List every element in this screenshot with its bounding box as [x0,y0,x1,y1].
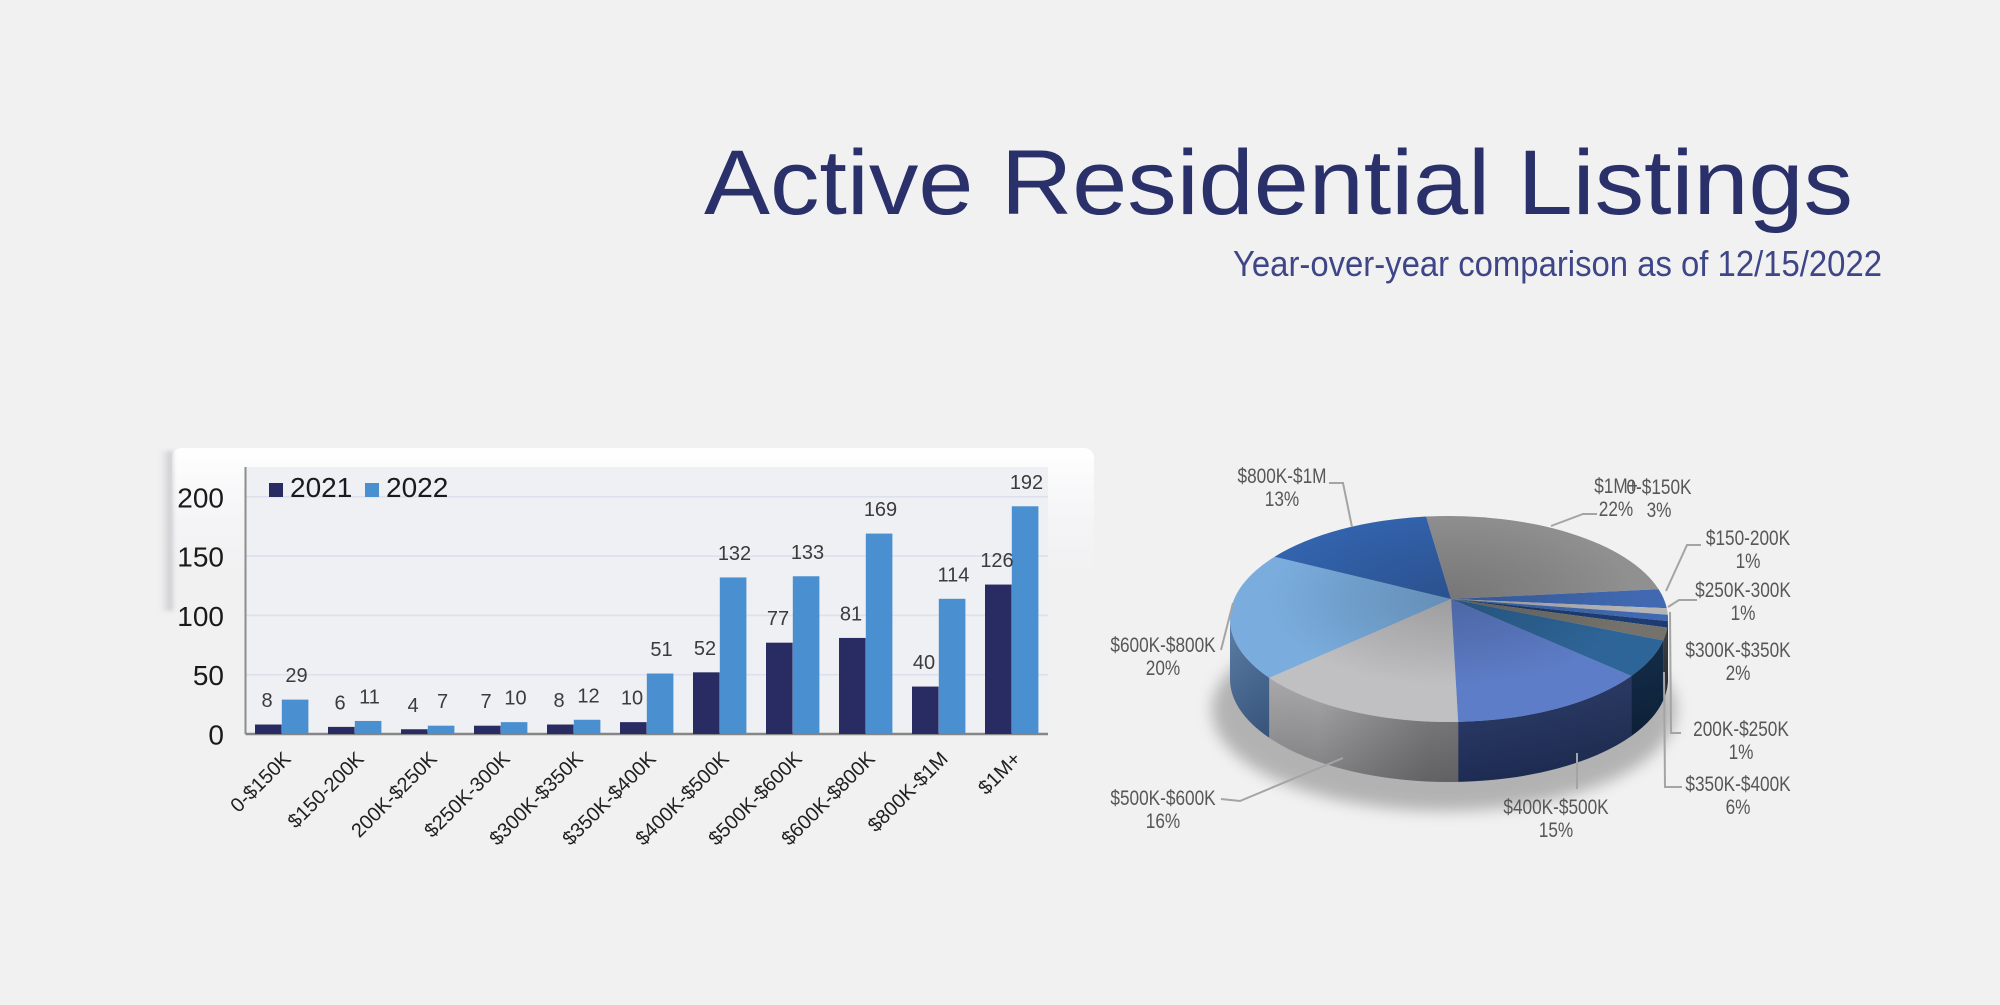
svg-text:13%: 13% [1265,489,1299,512]
svg-text:150: 150 [177,542,224,573]
svg-text:20%: 20% [1146,658,1180,681]
svg-text:0: 0 [208,720,224,751]
svg-text:2022: 2022 [386,472,448,503]
svg-text:100: 100 [177,601,224,632]
svg-text:200: 200 [177,482,224,513]
svg-text:11: 11 [359,686,380,708]
svg-text:$800K-$1M: $800K-$1M [1238,466,1327,489]
svg-text:81: 81 [840,603,862,625]
svg-text:6: 6 [334,692,345,714]
svg-text:51: 51 [650,639,672,661]
svg-text:192: 192 [1010,472,1043,494]
svg-text:22%: 22% [1599,499,1633,522]
svg-text:$300K-$350K: $300K-$350K [1685,640,1790,663]
svg-text:0-$150K: 0-$150K [1626,477,1691,500]
svg-text:126: 126 [980,550,1013,572]
svg-text:$250K-300K: $250K-300K [1695,580,1791,603]
svg-text:2%: 2% [1726,663,1751,686]
svg-text:8: 8 [553,690,564,712]
svg-text:200K-$250K: 200K-$250K [1693,719,1789,742]
svg-text:Year-over-year comparison as o: Year-over-year comparison as of 12/15/20… [1233,243,1882,284]
svg-text:$150-200K: $150-200K [1706,528,1790,551]
svg-text:133: 133 [791,542,824,564]
svg-text:15%: 15% [1539,820,1573,843]
svg-text:114: 114 [938,564,970,586]
svg-text:10: 10 [504,688,526,710]
svg-text:132: 132 [718,543,751,565]
svg-text:29: 29 [285,665,307,687]
svg-text:6%: 6% [1726,797,1751,820]
svg-text:$600K-$800K: $600K-$800K [1110,635,1215,658]
svg-text:1%: 1% [1736,551,1761,574]
svg-text:77: 77 [767,608,789,630]
svg-text:$1M+: $1M+ [1594,476,1638,499]
svg-text:169: 169 [864,499,897,521]
svg-text:Active Residential Listings: Active Residential Listings [704,132,1853,234]
svg-text:8: 8 [261,690,272,712]
svg-text:50: 50 [193,660,224,691]
svg-text:1%: 1% [1729,742,1754,765]
svg-text:$350K-$400K: $350K-$400K [1685,774,1790,797]
svg-text:7: 7 [437,691,448,713]
svg-text:16%: 16% [1146,811,1180,834]
svg-text:52: 52 [694,638,716,660]
svg-text:4: 4 [407,695,418,717]
svg-text:40: 40 [913,652,935,674]
svg-text:3%: 3% [1647,500,1672,523]
svg-text:$400K-$500K: $400K-$500K [1503,797,1608,820]
svg-text:12: 12 [577,685,599,707]
svg-text:7: 7 [480,691,491,713]
svg-text:10: 10 [621,688,643,710]
svg-text:2021: 2021 [290,472,352,503]
svg-text:1%: 1% [1731,603,1756,626]
svg-text:$500K-$600K: $500K-$600K [1110,788,1215,811]
